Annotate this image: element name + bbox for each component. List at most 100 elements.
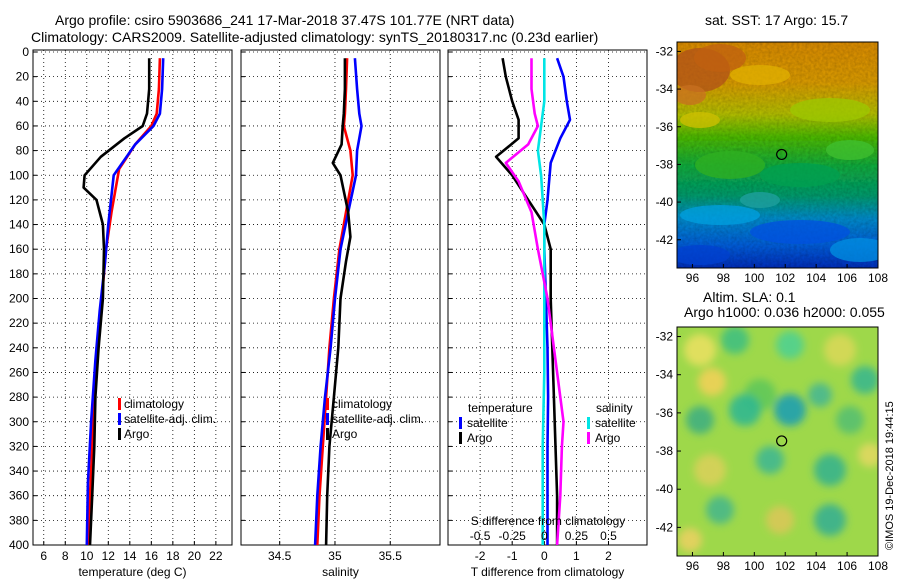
salinity-xtick-label: 35.5 — [379, 549, 403, 563]
sst_map-argo-marker — [776, 148, 788, 161]
depth-tick-label: 60 — [16, 119, 30, 133]
sla-anomaly-blob — [824, 334, 856, 366]
sst-patch — [730, 65, 790, 85]
sst-patch — [750, 220, 850, 244]
sla_map-lat-label: -34 — [656, 368, 674, 382]
sla-anomaly-blob — [706, 496, 734, 524]
salinity-xtick-label: 34.5 — [268, 549, 292, 563]
depth-tick-label: 400 — [9, 538, 29, 552]
sla-map — [676, 326, 879, 557]
sla-anomaly-blob — [721, 327, 749, 354]
sla-anomaly-blob — [774, 394, 806, 426]
sla_map-argo-marker — [776, 435, 788, 447]
temperature-xtick-label: 10 — [80, 549, 94, 563]
sla_map-lon-label: 104 — [806, 559, 826, 573]
difference-line-s-argo — [504, 58, 565, 545]
sst-patch — [695, 151, 765, 179]
salinity-series — [313, 58, 363, 545]
sla_map-lat-label: -40 — [656, 482, 674, 496]
salinity-diff-tick-label: 0.5 — [600, 529, 617, 543]
salinity-diff-tick-label: -0.5 — [470, 529, 491, 543]
sla_map-lon-label: 100 — [744, 559, 764, 573]
sst_map-lat-label: -36 — [656, 120, 674, 134]
difference-series — [494, 57, 572, 545]
sst-patch — [826, 140, 874, 160]
sla-anomaly-blob — [694, 454, 726, 486]
salinity-legend-swatch — [587, 417, 590, 429]
salinity-line-argo — [324, 58, 352, 545]
sst_map-lon-label: 108 — [868, 271, 888, 285]
difference-line-s-satellite — [536, 58, 546, 545]
sla-anomaly-blob — [729, 394, 761, 426]
salinity-legend-swatch — [326, 413, 329, 425]
temperature-panel: 0 20 40 60 80 100 120 140 160 180 200 220 240 260 280 3… — [9, 45, 233, 579]
temperature-legend-label: satellite-adj. clim. — [124, 412, 216, 426]
sla-anomaly-blob — [858, 443, 878, 467]
sst_map-lon-label: 102 — [775, 271, 795, 285]
salinity-legend-label: climatology — [332, 397, 392, 411]
sst-patch — [677, 245, 730, 265]
temperature-legend-label: satellite — [467, 416, 508, 430]
salinity-legend-swatch — [326, 428, 329, 440]
sst-patch — [790, 98, 870, 122]
figure-title-line1: Argo profile: csiro 5903686_241 17-Mar-2… — [55, 12, 514, 28]
difference-xlabel: T difference from climatology — [471, 565, 625, 579]
sla-anomaly-blob — [686, 406, 714, 434]
depth-tick-label: 280 — [9, 390, 29, 404]
sst_map-lat-label: -32 — [656, 44, 674, 58]
depth-tick-label: 340 — [9, 464, 29, 478]
temperature-xtick-label: 22 — [209, 549, 223, 563]
temperature-xlabel: temperature (deg C) — [78, 565, 186, 579]
sla_map-lat-label: -36 — [656, 406, 674, 420]
temperature-legend-title: temperature — [468, 401, 533, 415]
difference-xtick-label: -2 — [475, 549, 486, 563]
sla-map-title-line1: Altim. SLA: 0.1 — [703, 289, 796, 305]
figure-title-line2: Climatology: CARS2009. Satellite-adjuste… — [31, 29, 598, 45]
salinity-diff-axis-label: S difference from climatology — [471, 514, 626, 528]
salinity-legend-label: Argo — [595, 431, 621, 445]
salinity-legend-swatch — [587, 432, 590, 444]
temperature-xtick-label: 14 — [123, 549, 137, 563]
temperature-legend-swatch — [118, 398, 121, 410]
temperature-xtick-label: 20 — [188, 549, 202, 563]
temperature-legend-label: climatology — [124, 397, 184, 411]
difference-line-t-argo — [494, 57, 559, 545]
depth-tick-label: 120 — [9, 193, 29, 207]
temperature-xtick-label: 18 — [166, 549, 180, 563]
salinity-legend-swatch — [326, 398, 329, 410]
depth-tick-label: 0 — [22, 45, 29, 59]
difference-xtick-label: -1 — [507, 549, 518, 563]
sst-map — [676, 41, 879, 269]
sst-patch — [740, 192, 780, 208]
sst-map-title: sat. SST: 17 Argo: 15.7 — [705, 12, 848, 28]
salinity-legend-label: satellite — [595, 416, 636, 430]
sst-patch — [680, 112, 720, 128]
temperature-legend-swatch — [118, 428, 121, 440]
depth-tick-label: 20 — [16, 70, 30, 84]
sst-map-frame — [676, 41, 879, 269]
sla-anomaly-blob — [684, 334, 716, 366]
sst-patch — [694, 44, 746, 72]
sla-anomaly-blob — [814, 504, 846, 536]
depth-tick-label: 180 — [9, 267, 29, 281]
depth-tick-label: 160 — [9, 242, 29, 256]
depth-tick-label: 240 — [9, 341, 29, 355]
sla-map-title-line2: Argo h1000: 0.036 h2000: 0.055 — [684, 304, 885, 320]
salinity-xtick-label: 35 — [328, 549, 342, 563]
depth-tick-label: 140 — [9, 218, 29, 232]
difference-xtick-label: 0 — [541, 549, 548, 563]
sla-anomaly-blob — [808, 383, 832, 407]
sla_map-lon-label: 106 — [837, 559, 857, 573]
temperature-legend-swatch — [118, 413, 121, 425]
salinity-diff-tick-label: 0.25 — [565, 529, 589, 543]
sla-anomaly-blob — [756, 446, 784, 474]
depth-tick-label: 380 — [9, 513, 29, 527]
sla-anomaly-blob — [851, 366, 878, 394]
sla-anomaly-blob — [836, 406, 864, 434]
sla_map-lon-label: 102 — [775, 559, 795, 573]
depth-tick-label: 260 — [9, 365, 29, 379]
temperature-xtick-label: 8 — [62, 549, 69, 563]
sla_map-lat-label: -42 — [656, 520, 674, 534]
salinity-xlabel: salinity — [322, 565, 359, 579]
